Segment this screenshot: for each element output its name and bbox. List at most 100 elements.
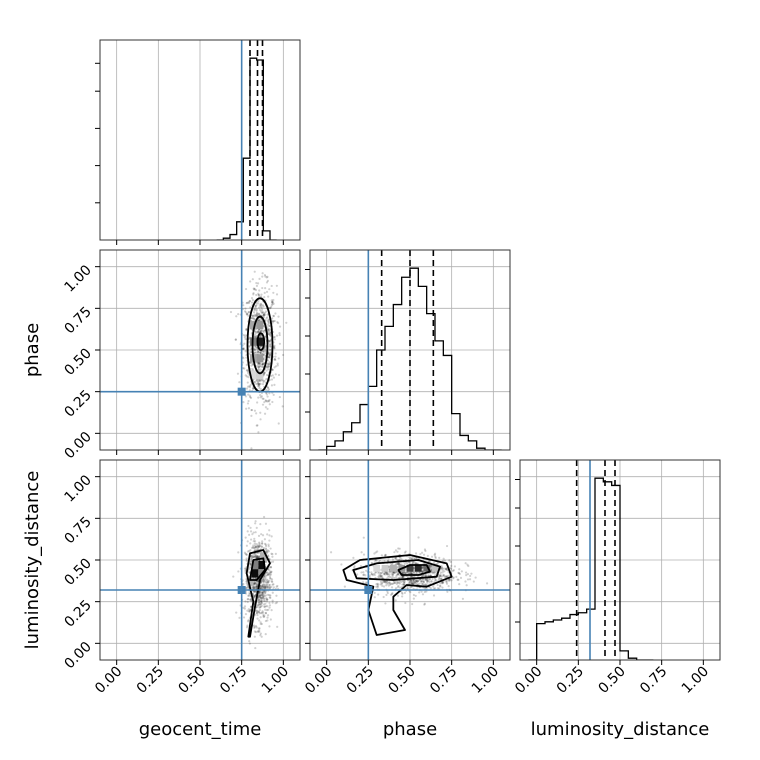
sample-point [466,578,470,581]
sample-point [254,577,257,580]
sample-point [379,573,382,577]
sample-point [229,310,233,314]
sample-point [246,530,249,533]
sample-point [245,387,249,390]
sample-point [267,328,270,331]
sample-point [281,405,284,408]
sample-point [410,575,414,578]
sample-point [250,301,254,304]
sample-point [262,329,265,332]
sample-point [262,515,266,519]
sample-point [383,581,386,584]
sample-point [407,555,410,558]
sample-point [382,595,385,599]
sample-point [258,362,262,365]
sample-point [254,555,257,558]
sample-point [388,567,391,570]
sample-point [272,586,276,589]
sample-point [247,619,250,622]
sample-point [373,552,376,555]
sample-point [428,577,432,581]
sample-point [263,584,267,587]
sample-point [264,633,267,636]
sample-point [259,295,263,298]
sample-point [251,554,254,557]
sample-point [269,594,272,597]
sample-point [263,412,267,415]
contour-1 [352,559,441,581]
density-cell [431,565,439,572]
sample-point [401,576,404,579]
sample-point [380,554,383,557]
sample-point [247,393,250,396]
sample-point [429,568,433,571]
sample-point [381,581,384,585]
sample-point [450,567,453,570]
sample-point [269,571,272,574]
sample-point [453,565,457,568]
sample-point [250,555,253,558]
sample-point [263,311,266,315]
sample-point [249,526,252,529]
sample-point [420,590,423,593]
sample-point [377,593,380,596]
sample-point [262,585,265,588]
sample-point [397,581,400,584]
y-tick-label: 0.00 [61,639,94,672]
sample-point [425,590,428,593]
sample-point [370,572,373,576]
x-tick-label: 1.00 [259,664,292,697]
sample-point [254,556,257,559]
density-cell [373,565,380,572]
sample-point [249,562,252,565]
sample-point [267,355,271,359]
sample-point [410,586,413,589]
sample-point [386,582,389,585]
sample-point [262,379,265,382]
sample-point [245,375,248,378]
sample-point [254,330,258,333]
sample-point [397,558,401,562]
y-tick-label: 0.25 [61,597,94,630]
sample-point [255,612,258,615]
sample-point [270,578,274,581]
sample-point [264,522,268,525]
sample-point [249,395,252,399]
sample-point [268,327,271,331]
sample-point [245,553,248,556]
sample-point [400,580,403,584]
sample-point [257,596,260,599]
sample-point [261,272,264,275]
contour-0 [245,549,271,638]
sample-point [457,571,460,575]
sample-point [265,560,268,564]
sample-point [258,600,261,604]
sample-point [241,366,245,370]
sample-point [256,630,259,633]
sample-point [387,559,390,562]
sample-point [264,406,268,409]
sample-point [396,562,399,566]
sample-point [438,577,441,581]
sample-point [252,585,255,588]
sample-point [468,578,472,581]
sample-point [264,319,267,322]
sample-point [261,596,265,599]
sample-point [429,574,432,577]
sample-point [245,544,248,547]
sample-point [253,549,256,552]
sample-point [385,571,388,574]
sample-point [269,573,273,576]
sample-point [255,293,258,297]
sample-point [259,396,262,399]
sample-point [244,311,248,314]
sample-point [465,574,468,577]
sample-point [403,591,406,594]
sample-point [245,363,248,366]
sample-point [262,611,265,614]
sample-point [253,330,257,333]
sample-point [399,576,402,579]
sample-point [271,301,274,304]
sample-point [452,569,455,572]
